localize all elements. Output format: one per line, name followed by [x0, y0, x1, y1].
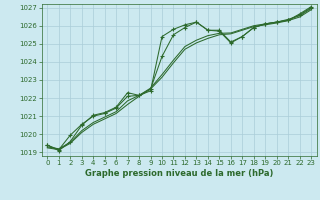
- X-axis label: Graphe pression niveau de la mer (hPa): Graphe pression niveau de la mer (hPa): [85, 169, 273, 178]
